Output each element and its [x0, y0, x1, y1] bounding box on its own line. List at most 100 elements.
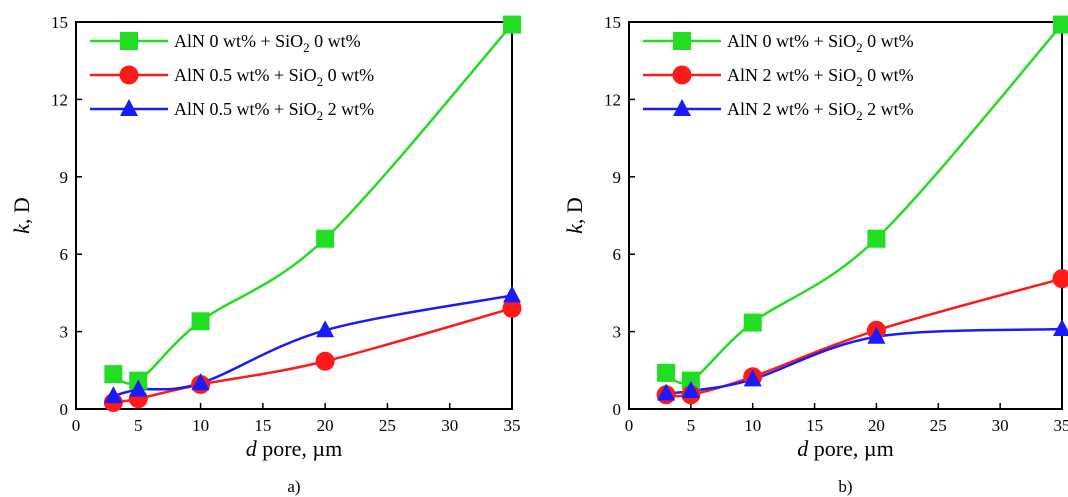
- x-axis-title-symbol: d: [246, 436, 258, 461]
- legend: AlN 0 wt% + SiO2 0 wt%AlN 0.5 wt% + SiO2…: [90, 31, 374, 123]
- x-axis-title-symbol: d: [797, 436, 809, 461]
- data-point-s0-4: [1053, 15, 1068, 34]
- legend-marker-1: [672, 65, 692, 85]
- y-tick-label: 0: [613, 400, 622, 419]
- legend-label-part: 0 wt%: [863, 31, 914, 51]
- series-line-2: [665, 327, 1063, 395]
- y-tick-label: 9: [60, 168, 69, 187]
- x-tick-label: 5: [687, 416, 696, 435]
- y-tick-label: 12: [51, 90, 68, 109]
- x-tick-label: 30: [441, 416, 458, 435]
- y-axis-title-text: , D: [562, 197, 587, 224]
- legend-label-1: AlN 0.5 wt% + SiO2 0 wt%: [174, 65, 374, 89]
- plot-frame: [75, 21, 513, 410]
- data-point-s1-4: [1052, 269, 1068, 289]
- x-tick-label: 15: [806, 416, 823, 435]
- legend-label-0: AlN 0 wt% + SiO2 0 wt%: [174, 31, 361, 55]
- y-tick-label: 15: [604, 13, 621, 32]
- x-tick-label: 0: [72, 416, 81, 435]
- x-tick-label: 35: [1054, 416, 1068, 435]
- legend-marker-0: [120, 32, 138, 50]
- legend-marker-0: [673, 32, 691, 50]
- data-point-s1-4: [502, 298, 522, 318]
- legend-label-subscript: 2: [856, 40, 863, 55]
- y-tick-label: 6: [613, 245, 622, 264]
- x-tick-label: 0: [625, 416, 634, 435]
- x-axis-title-text: pore, µm: [808, 436, 893, 461]
- data-point-s0-0: [104, 365, 123, 384]
- x-axis-title: d pore, µm: [246, 436, 342, 461]
- data-point-s2-0: [104, 386, 123, 404]
- data-point-s2-4: [503, 285, 521, 303]
- x-tick-label: 10: [192, 416, 209, 435]
- legend-marker-2: [120, 99, 138, 116]
- data-point-s2-0: [657, 383, 676, 401]
- x-tick-label: 10: [744, 416, 761, 435]
- data-point-s2-1: [681, 380, 700, 398]
- plot-frame: [628, 21, 1063, 410]
- y-tick-label: 6: [60, 245, 69, 264]
- y-axis-title-symbol: k: [9, 223, 34, 234]
- x-tick-label: 5: [134, 416, 143, 435]
- legend-label-part: 0 wt%: [323, 65, 374, 85]
- x-tick-label: 30: [992, 416, 1009, 435]
- legend-label-part: 2 wt%: [863, 99, 914, 119]
- legend-label-1: AlN 2 wt% + SiO2 0 wt%: [727, 65, 914, 89]
- x-tick-label: 35: [504, 416, 521, 435]
- x-axis-title: d pore, µm: [797, 436, 893, 461]
- legend-label-part: AlN 0 wt% + SiO: [174, 31, 303, 51]
- data-point-s2-2: [743, 369, 762, 387]
- data-point-s0-1: [681, 371, 700, 390]
- y-tick-label: 12: [604, 90, 621, 109]
- data-point-s1-3: [315, 351, 335, 371]
- legend-label-2: AlN 0.5 wt% + SiO2 2 wt%: [174, 99, 374, 123]
- data-point-s0-3: [867, 229, 886, 248]
- x-tick-label: 25: [379, 416, 396, 435]
- legend-label-part: AlN 0 wt% + SiO: [727, 31, 856, 51]
- y-tick-label: 3: [60, 323, 69, 342]
- legend-label-part: AlN 0.5 wt% + SiO: [174, 65, 317, 85]
- data-point-s0-3: [316, 229, 335, 248]
- data-point-s2-1: [129, 379, 148, 397]
- x-axis-title-text: pore, µm: [257, 436, 342, 461]
- x-tick-label: 15: [254, 416, 271, 435]
- panel-label: a): [287, 477, 300, 496]
- series-line-1: [666, 277, 1063, 398]
- panel-label: b): [838, 477, 852, 496]
- legend-label-part: 0 wt%: [310, 31, 361, 51]
- y-tick-label: 9: [613, 168, 622, 187]
- x-tick-label: 20: [868, 416, 885, 435]
- y-axis-title: k, D: [562, 197, 587, 234]
- y-axis-title-symbol: k: [562, 223, 587, 234]
- data-point-s0-4: [503, 15, 521, 34]
- legend: AlN 0 wt% + SiO2 0 wt%AlN 2 wt% + SiO2 0…: [643, 31, 914, 123]
- legend-label-2: AlN 2 wt% + SiO2 2 wt%: [727, 99, 914, 123]
- legend-marker-2: [673, 99, 691, 116]
- legend-label-subscript: 2: [856, 108, 863, 123]
- legend-label-0: AlN 0 wt% + SiO2 0 wt%: [727, 31, 914, 55]
- legend-label-subscript: 2: [317, 74, 324, 89]
- legend-label-part: 0 wt%: [863, 65, 914, 85]
- x-tick-label: 20: [317, 416, 334, 435]
- y-axis-title-text: , D: [9, 197, 34, 224]
- x-tick-label: 25: [930, 416, 947, 435]
- legend-label-part: AlN 2 wt% + SiO: [727, 65, 856, 85]
- legend-marker-1: [119, 65, 139, 85]
- data-point-s0-2: [191, 312, 210, 331]
- data-point-s2-2: [191, 373, 210, 391]
- y-tick-label: 3: [613, 323, 622, 342]
- y-tick-label: 15: [51, 13, 68, 32]
- data-point-s0-2: [743, 313, 762, 332]
- data-point-s2-4: [1053, 319, 1068, 337]
- legend-label-subscript: 2: [856, 74, 863, 89]
- legend-label-subscript: 2: [303, 40, 310, 55]
- data-point-s0-0: [657, 363, 676, 382]
- legend-label-part: 2 wt%: [323, 99, 374, 119]
- legend-label-subscript: 2: [317, 108, 324, 123]
- y-tick-label: 0: [60, 400, 69, 419]
- y-axis-title: k, D: [9, 197, 34, 234]
- data-point-s2-3: [316, 320, 335, 338]
- data-point-s2-3: [867, 326, 886, 344]
